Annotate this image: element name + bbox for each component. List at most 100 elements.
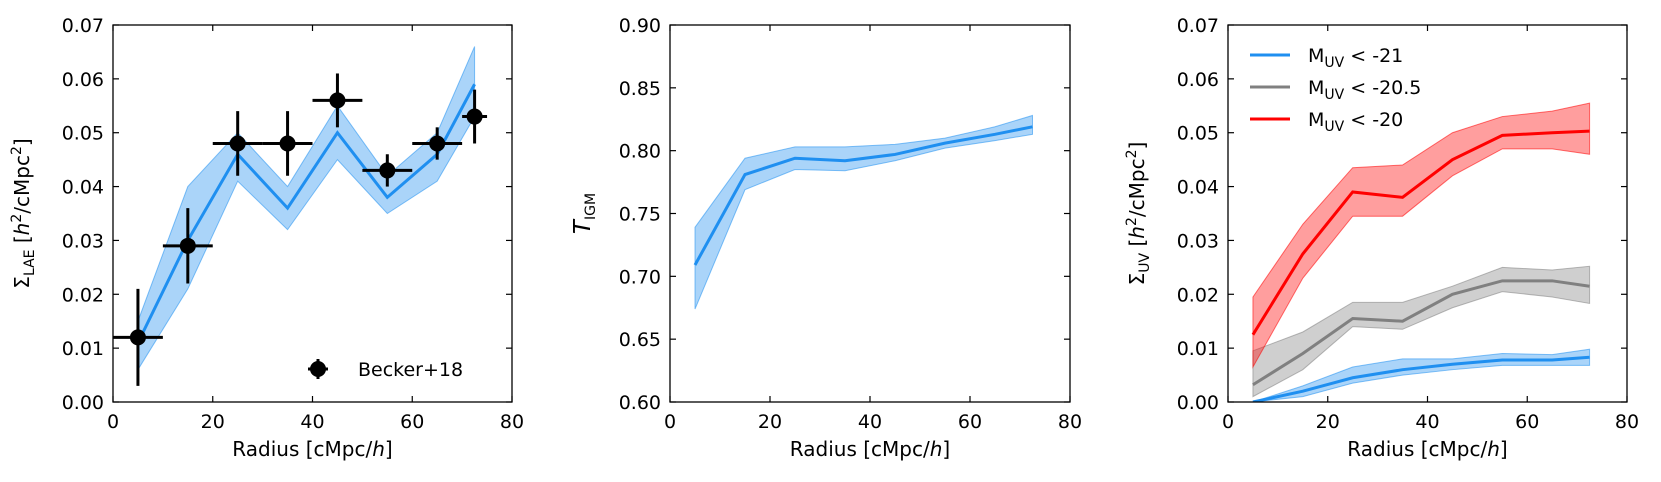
panel-3-legend-label-3-tail: < -20 <box>1344 109 1403 131</box>
panel-3-ytick-label-7: 0.06 <box>1177 69 1219 91</box>
panel-2-ytick-label-3: 0.70 <box>619 266 661 288</box>
panel-3-y-axis-label: ΣUV [h2/cMpc2] <box>1124 142 1153 286</box>
panel-1-xtick-label-5: 80 <box>500 411 524 433</box>
panel-3-x-axis-label-italic: h <box>1487 437 1500 461</box>
panel-2-x-axis-label-tail: ] <box>942 437 950 461</box>
panel-1-y-axis-label: ΣLAE [h2/cMpc2] <box>9 138 38 288</box>
panel-2-y-axis-label-symbol: T <box>570 218 596 234</box>
panel-3-ytick-label-5: 0.04 <box>1177 177 1219 199</box>
panel-1-y-axis-label-open: [ <box>10 235 34 249</box>
panel-2-y-axis-label-sub: IGM <box>583 193 599 220</box>
panel-1-legend-marker <box>310 361 326 377</box>
panel-1-legend: Becker+18 <box>308 359 463 381</box>
panel-3-legend-label-1-sub: UV <box>1324 55 1344 71</box>
panel-1-x-axis-label-tail: ] <box>385 437 393 461</box>
panel-3-legend-label-3: MUV < -20 <box>1308 109 1403 135</box>
panel-1-point-4 <box>279 135 296 152</box>
panel-1-legend-label: Becker+18 <box>358 359 463 381</box>
panel-1-line-1 <box>136 83 476 344</box>
panel-2-ytick-label-5: 0.80 <box>619 141 661 163</box>
panel-1-ytick-label-5: 0.04 <box>62 177 104 199</box>
panel-1-y-axis-label-close: ] <box>10 138 34 146</box>
panel-3-ytick-label-6: 0.05 <box>1177 123 1219 145</box>
panel-1-point-7 <box>429 135 446 152</box>
panel-3-ytick-label-2: 0.01 <box>1177 338 1219 360</box>
panel-1-xtick-label-4: 60 <box>400 411 424 433</box>
panel-3-plot-area <box>1251 102 1591 402</box>
panel-2-x-axis-label: Radius [cMpc/h] <box>790 437 950 461</box>
panel-3-legend-label-2-tail: < -20.5 <box>1344 77 1421 99</box>
panel-2-chart: 0 20 40 60 80 0.60 0.65 0.70 0.75 0.80 0.85 0.90 Rad… <box>570 15 1082 461</box>
panel-3-legend-label-2-sub: UV <box>1324 87 1344 103</box>
panel-3-y-axis-label-unit: /cMpc <box>1125 158 1149 217</box>
panel-1-y-axis-label-sub: LAE <box>22 250 38 277</box>
panel-2-plot-area <box>693 114 1033 310</box>
panel-1-ytick-label-7: 0.06 <box>62 69 104 91</box>
panel-3-band-2 <box>1252 265 1591 398</box>
panel-3-legend-label-1-main: M <box>1308 45 1324 67</box>
panel-2-ytick-label-7: 0.90 <box>619 15 661 37</box>
panel-3-legend-label-1: MUV < -21 <box>1308 45 1403 71</box>
panel-3-x-axis-label: Radius [cMpc/h] <box>1347 437 1507 461</box>
panel-3-x-axis-label-main: Radius [cMpc/ <box>1347 437 1487 461</box>
panel-2-xtick-label-3: 40 <box>858 411 882 433</box>
panel-1-xtick-label-1: 0 <box>107 411 119 433</box>
panel-1-y-axis-label-symbol: Σ <box>10 276 34 289</box>
panel-3-ytick-label-8: 0.07 <box>1177 15 1219 37</box>
panel-1-ytick-label-8: 0.07 <box>62 15 104 37</box>
panel-3-line-1 <box>1252 355 1590 402</box>
panel-3-band-3 <box>1252 102 1591 369</box>
panel-1-ytick-label-4: 0.03 <box>62 230 104 252</box>
panel-3-legend-label-1-tail: < -21 <box>1344 45 1403 67</box>
panel-3-xtick-label-4: 60 <box>1515 411 1539 433</box>
panel-1-y-axis-label-unit: /cMpc <box>10 155 34 214</box>
panel-3-legend-label-3-main: M <box>1308 109 1324 131</box>
panel-2-ytick-label-6: 0.85 <box>619 78 661 100</box>
panel-3-legend-label-2-main: M <box>1308 77 1324 99</box>
panel-1-xtick-label-3: 40 <box>300 411 324 433</box>
panel-1-ytick-label-1: 0.00 <box>62 392 104 414</box>
panel-1-frame <box>112 24 513 403</box>
panel-3-xtick-label-5: 80 <box>1615 411 1639 433</box>
panel-1-ytick-label-6: 0.05 <box>62 123 104 145</box>
panel-3-legend-label-2: MUV < -20.5 <box>1308 77 1421 103</box>
panel-3-line-2 <box>1252 279 1590 387</box>
panel-2-ytick-label-1: 0.60 <box>619 392 661 414</box>
panel-3-ytick-label-1: 0.00 <box>1177 392 1219 414</box>
panel-3-y-axis-label-sub: UV <box>1137 252 1153 272</box>
panel-1-ytick-label-2: 0.01 <box>62 338 104 360</box>
panel-3-xtick-label-2: 20 <box>1316 411 1340 433</box>
panel-1-point-3 <box>229 135 246 152</box>
panel-2-line-1 <box>693 125 1033 266</box>
panel-3-line-3 <box>1251 129 1590 336</box>
panel-1-y-axis-label-h: h <box>10 223 34 236</box>
panel-3-y-axis-label-symbol: Σ <box>1125 273 1149 286</box>
panel-3-y-axis-label-sup2: 2 <box>1124 149 1140 158</box>
panel-2-xtick-label-5: 80 <box>1058 411 1082 433</box>
panel-1-point-5 <box>329 92 346 109</box>
panel-1-point-8 <box>466 108 483 125</box>
panel-3-legend-label-3-sub: UV <box>1324 119 1344 135</box>
panel-3-x-axis-label-tail: ] <box>1500 437 1508 461</box>
panel-2-x-axis-label-main: Radius [cMpc/ <box>790 437 930 461</box>
panel-1-plot-area <box>113 46 488 386</box>
panel-1-point-2 <box>179 237 196 254</box>
panel-3-y-axis-label-sup: 2 <box>1124 217 1140 226</box>
panel-3-ytick-label-3: 0.02 <box>1177 284 1219 306</box>
panel-1-x-axis-label-italic: h <box>372 437 385 461</box>
panel-3-y-axis-label-open: [ <box>1125 239 1149 253</box>
panel-1-y-axis-label-sup: 2 <box>9 214 25 223</box>
panel-2-ytick-label-4: 0.75 <box>619 204 661 226</box>
panel-3-y-axis-label-close: ] <box>1125 142 1149 150</box>
panel-3-y-axis-label-h: h <box>1125 226 1149 239</box>
panel-1-xtick-label-2: 20 <box>201 411 225 433</box>
panel-2-band-1 <box>694 114 1033 310</box>
panel-1-x-axis-label: Radius [cMpc/h] <box>232 437 392 461</box>
panel-3-ytick-label-4: 0.03 <box>1177 230 1219 252</box>
panel-2-xtick-label-4: 60 <box>958 411 982 433</box>
panel-1-chart: 0 20 40 60 80 0.00 0.01 0.02 0.03 0.04 0.05 0.06 0.0… <box>9 15 524 461</box>
panel-2-xtick-label-2: 20 <box>758 411 782 433</box>
panel-2-y-axis-label: TIGM <box>570 193 599 234</box>
